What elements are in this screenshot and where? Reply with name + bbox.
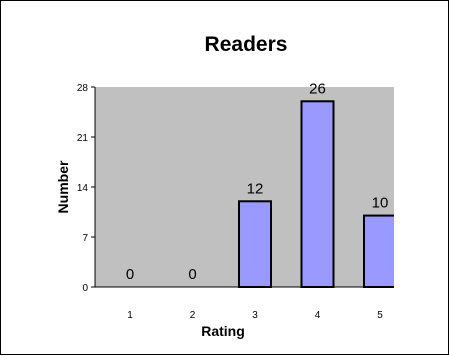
x-tick-label: 3 — [252, 310, 258, 321]
y-tick-label: 7 — [82, 233, 88, 244]
y-tick-label: 28 — [77, 83, 89, 94]
bars: 0 0 12 26 10 — [126, 80, 394, 289]
x-ticks: 1 2 3 4 5 — [127, 310, 383, 321]
bar — [300, 100, 335, 288]
data-label: 12 — [247, 180, 264, 197]
y-tick-label: 14 — [77, 183, 89, 194]
chart-title: Readers — [205, 33, 288, 56]
bar — [238, 200, 272, 289]
x-tick-label: 4 — [315, 310, 321, 321]
y-tick-label: 21 — [77, 133, 89, 144]
x-tick-label: 1 — [127, 310, 133, 321]
y-tick-label: 0 — [82, 283, 88, 294]
x-tick-label: 2 — [190, 310, 196, 321]
data-label: 26 — [309, 80, 326, 97]
data-label: 10 — [372, 195, 389, 212]
bar — [363, 214, 394, 288]
x-axis-label: Rating — [201, 323, 245, 339]
data-label: 0 — [188, 266, 196, 283]
y-ticks: 0 7 14 21 28 — [77, 83, 95, 294]
y-axis-label: Number — [55, 160, 71, 213]
data-label: 0 — [126, 266, 134, 283]
x-tick-label: 5 — [377, 310, 383, 321]
